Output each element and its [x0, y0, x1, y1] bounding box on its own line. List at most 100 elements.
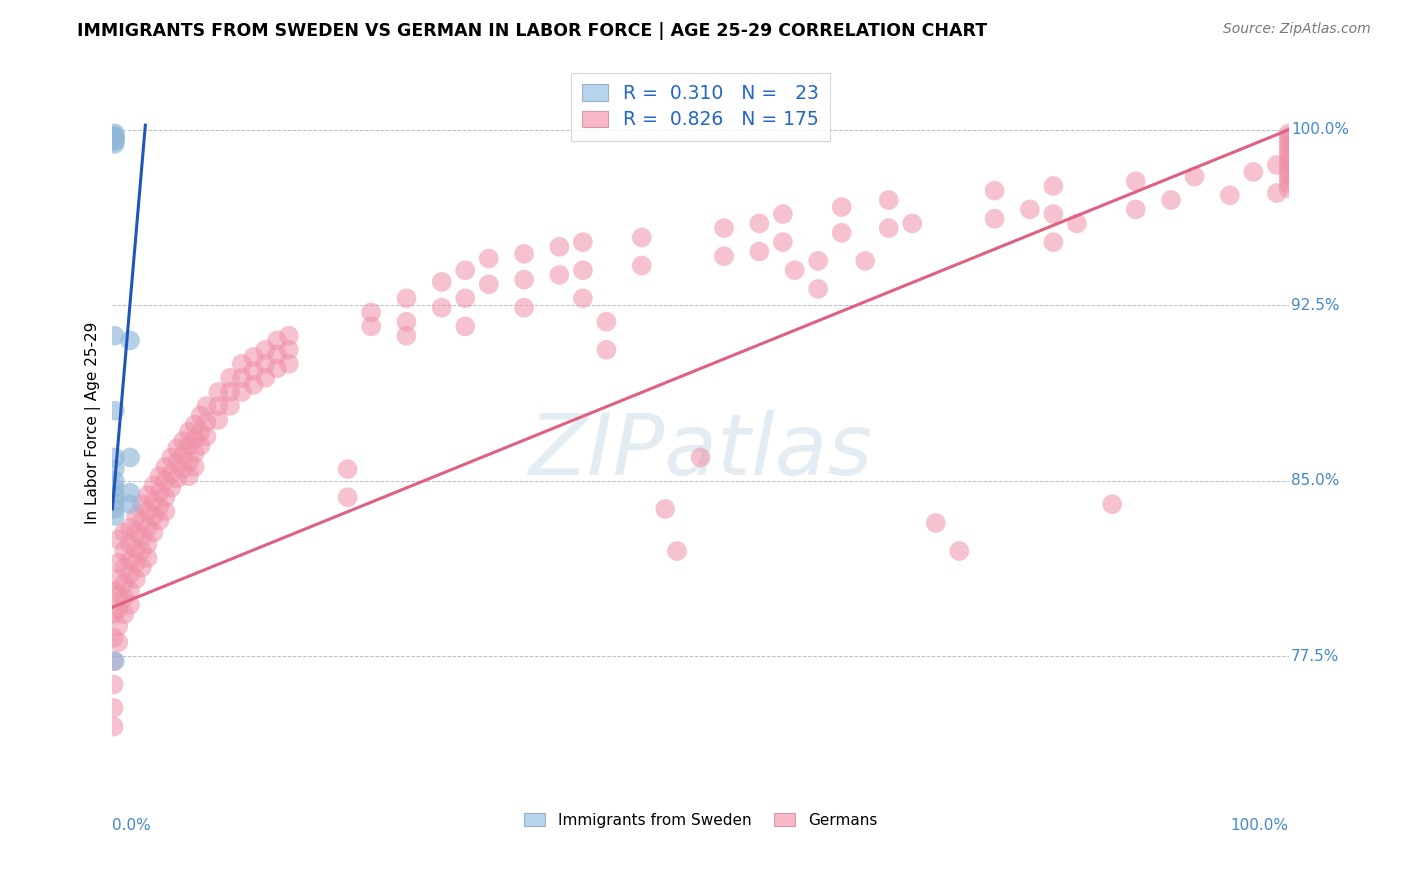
Point [207, 399, 229, 413]
Point [1042, 235, 1064, 249]
Point [254, 371, 277, 385]
Point [277, 343, 299, 357]
Point [104, 328, 127, 343]
Point [136, 537, 159, 551]
Point [177, 439, 200, 453]
Point [1278, 139, 1301, 153]
Point [207, 384, 229, 399]
Point [118, 485, 141, 500]
Point [190, 439, 212, 453]
Point [360, 319, 382, 334]
Point [107, 533, 129, 547]
Text: IMMIGRANTS FROM SWEDEN VS GERMAN IN LABOR FORCE | AGE 25-29 CORRELATION CHART: IMMIGRANTS FROM SWEDEN VS GERMAN IN LABO… [77, 22, 987, 40]
Point [395, 328, 418, 343]
Point [104, 495, 127, 509]
Point [807, 282, 830, 296]
Point [478, 252, 501, 266]
Point [125, 556, 148, 570]
Point [177, 469, 200, 483]
Point [155, 504, 177, 518]
Point [131, 544, 153, 558]
Point [148, 469, 170, 483]
Point [104, 481, 127, 495]
Point [107, 619, 129, 633]
Point [853, 253, 876, 268]
Point [454, 291, 477, 305]
Point [104, 403, 127, 417]
Point [160, 450, 183, 465]
Point [219, 399, 242, 413]
Point [430, 301, 453, 315]
Point [207, 413, 229, 427]
Point [242, 350, 264, 364]
Point [131, 530, 153, 544]
Point [266, 334, 288, 348]
Point [1278, 158, 1301, 172]
Point [104, 135, 127, 149]
Point [513, 247, 536, 261]
Point [925, 516, 948, 530]
Point [104, 131, 127, 145]
Point [107, 635, 129, 649]
Point [548, 240, 571, 254]
Point [104, 488, 127, 502]
Point [148, 500, 170, 514]
Text: 0.0%: 0.0% [112, 818, 152, 833]
Point [748, 216, 770, 230]
Point [572, 291, 595, 305]
Point [254, 357, 277, 371]
Point [118, 334, 141, 348]
Point [172, 462, 194, 476]
Point [1278, 144, 1301, 158]
Point [983, 211, 1005, 226]
Point [190, 409, 212, 423]
Point [103, 701, 125, 715]
Point [1042, 207, 1064, 221]
Point [112, 577, 135, 591]
Point [155, 474, 177, 488]
Point [478, 277, 501, 292]
Point [125, 508, 148, 523]
Point [104, 502, 127, 516]
Point [104, 126, 127, 140]
Point [136, 551, 159, 566]
Text: ZIPatlas: ZIPatlas [529, 409, 873, 493]
Point [148, 485, 170, 500]
Point [772, 207, 794, 221]
Point [136, 488, 159, 502]
Point [107, 556, 129, 570]
Point [131, 514, 153, 528]
Point [1101, 497, 1123, 511]
Point [166, 471, 188, 485]
Point [112, 607, 135, 622]
Point [103, 720, 125, 734]
Point [103, 654, 125, 668]
Point [112, 544, 135, 558]
Point [103, 677, 125, 691]
Point [360, 305, 382, 319]
Point [807, 253, 830, 268]
Point [454, 319, 477, 334]
Point [772, 235, 794, 249]
Legend: Immigrants from Sweden, Germans: Immigrants from Sweden, Germans [516, 805, 884, 836]
Point [1265, 158, 1288, 172]
Point [1219, 188, 1241, 202]
Point [430, 275, 453, 289]
Point [118, 497, 141, 511]
Point [118, 537, 141, 551]
Point [155, 490, 177, 504]
Point [1278, 126, 1301, 140]
Point [160, 467, 183, 481]
Point [513, 301, 536, 315]
Point [1278, 129, 1301, 144]
Point [131, 560, 153, 574]
Point [184, 432, 207, 446]
Point [831, 200, 853, 214]
Y-axis label: In Labor Force | Age 25-29: In Labor Force | Age 25-29 [86, 321, 101, 524]
Point [231, 357, 253, 371]
Point [103, 607, 125, 622]
Point [107, 572, 129, 586]
Point [136, 504, 159, 518]
Point [1042, 178, 1064, 193]
Point [1278, 148, 1301, 162]
